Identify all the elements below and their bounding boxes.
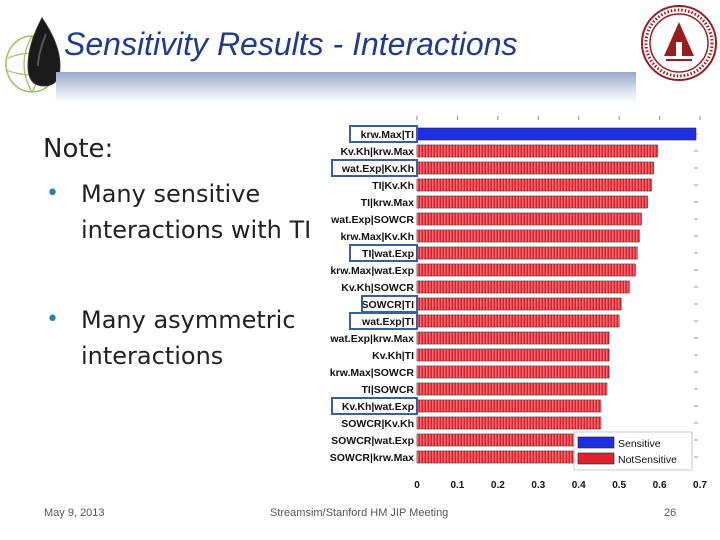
slide-header: Sensitivity Results - Interactions <box>0 0 720 110</box>
title-underline-bar <box>56 72 636 102</box>
note-label: Note: <box>43 134 114 164</box>
bar-hatch <box>417 179 652 191</box>
bar-hatch <box>417 383 608 395</box>
bar-hatch <box>417 434 597 446</box>
bullet-text-1: Many sensitive interactions with TI <box>81 176 321 248</box>
bar-hatch <box>417 230 640 242</box>
bar-category-label: krw.Max|wat.Exp <box>330 265 414 277</box>
highlight-box <box>349 244 418 262</box>
bar-category-label: wat.Exp|TI <box>361 316 414 328</box>
university-seal-icon <box>641 5 717 81</box>
bar-hatch <box>417 417 601 429</box>
bar-hatch <box>417 145 658 157</box>
legend-swatch <box>577 436 615 449</box>
bar-hatch <box>417 332 610 344</box>
legend-entry: Sensitive <box>618 438 661 450</box>
x-tick-label: 0.3 <box>531 480 545 491</box>
bar-category-label: krw.Max|TI <box>361 129 414 141</box>
bar-category-label: SOWCR|Kv.Kh <box>341 418 414 430</box>
highlight-box <box>331 397 418 415</box>
bar-category-label: TI|SOWCR <box>361 384 414 396</box>
bar-category-label: Kv.Kh|wat.Exp <box>342 401 414 413</box>
bar-hatch <box>417 247 638 259</box>
bullet-text-2: Many asymmetric interactions <box>81 302 321 374</box>
bar-hatch <box>417 451 595 463</box>
highlight-box <box>331 159 418 177</box>
bar-category-label: SOWCR|krw.Max <box>330 452 414 464</box>
bar-category-label: Kv.Kh|krw.Max <box>340 146 414 158</box>
bar-hatch <box>417 366 610 378</box>
x-tick-label: 0.4 <box>572 480 586 491</box>
bar-category-label: Kv.Kh|SOWCR <box>341 282 414 294</box>
interaction-sensitivity-bar-chart: krw.Max|TI Kv.Kh|krw.Max wat.Exp|Kv.Kh TI|K… <box>329 116 707 491</box>
x-tick-label: 0.7 <box>693 480 707 491</box>
bullet-text-2-line-1: Many asymmetric interactions <box>81 306 296 370</box>
highlight-box <box>349 312 418 330</box>
bar-hatch <box>417 298 622 310</box>
bar-category-label: SOWCR|TI <box>361 299 414 311</box>
bar-hatch <box>417 400 601 412</box>
bar-hatch <box>417 162 654 174</box>
bar-hatch <box>417 213 642 225</box>
footer-page-number: 26 <box>664 507 677 519</box>
bar-category-label: wat.Exp|krw.Max <box>329 333 414 345</box>
bar-category-label: SOWCR|wat.Exp <box>331 435 414 447</box>
x-tick-label: 0.5 <box>612 480 626 491</box>
bar-category-label: krw.Max|Kv.Kh <box>340 231 414 243</box>
bar-hatch <box>417 196 648 208</box>
globe-drop-logo-icon <box>5 17 61 93</box>
footer-meeting: Streamsim/Stanford HM JIP Meeting <box>270 507 449 519</box>
footer-date: May 9, 2013 <box>44 507 105 519</box>
bar-category-label: TI|Kv.Kh <box>372 180 414 192</box>
x-tick-label: 0 <box>414 480 420 491</box>
bar-category-label: TI|wat.Exp <box>362 248 414 260</box>
bar-category-label: wat.Exp|SOWCR <box>330 214 414 226</box>
bar-hatch <box>417 315 620 327</box>
bar-category-label: TI|krw.Max <box>361 197 414 209</box>
bar-category-label: krw.Max|SOWCR <box>330 367 415 379</box>
bar <box>416 127 697 141</box>
x-tick-label: 0.1 <box>450 480 464 491</box>
x-tick-label: 0.6 <box>653 480 667 491</box>
highlight-box <box>349 125 418 143</box>
bar-hatch <box>417 281 630 293</box>
legend-swatch <box>577 452 615 465</box>
bullet-text-1-line-1: Many sensitive interactions with TI <box>81 180 312 244</box>
bar-category-label: wat.Exp|Kv.Kh <box>341 163 414 175</box>
bullet-dot-icon: • <box>46 307 59 332</box>
bar-hatch <box>417 349 610 361</box>
legend-entry: NotSensitive <box>618 454 677 466</box>
slide-title: Sensitivity Results - Interactions <box>64 26 518 62</box>
bar-category-label: Kv.Kh|TI <box>372 350 414 362</box>
x-tick-label: 0.2 <box>491 480 505 491</box>
bullet-dot-icon: • <box>46 181 59 206</box>
bar-hatch <box>417 264 636 276</box>
